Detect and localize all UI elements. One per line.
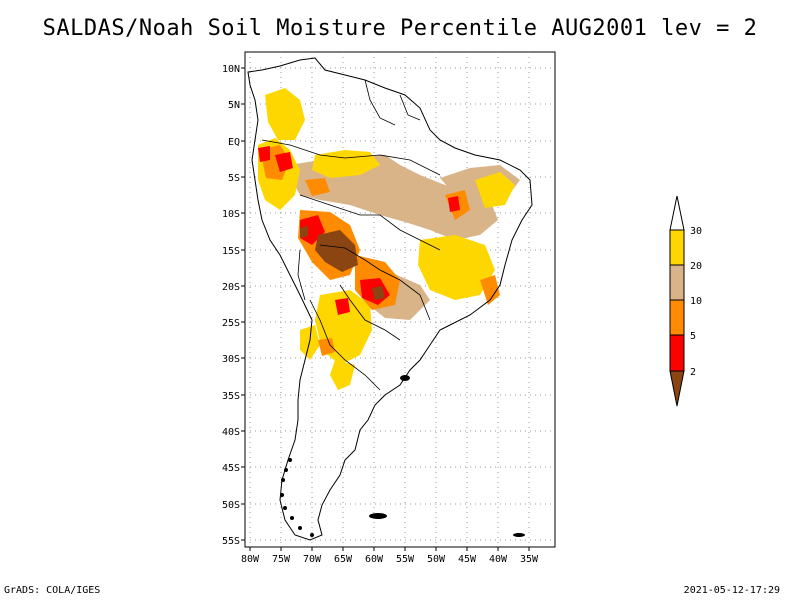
footer-timestamp: 2021-05-12-17:29 — [683, 585, 780, 596]
longitude-labels: 80W 75W 70W 65W 60W 55W 50W 45W 40W 35W — [241, 554, 539, 565]
legend-label: 5 — [690, 331, 696, 342]
lat-label: 5S — [228, 173, 240, 184]
legend-label: 30 — [690, 226, 702, 237]
lon-label: 60W — [365, 554, 384, 565]
continent-outline — [247, 57, 533, 541]
lon-label: 50W — [427, 554, 446, 565]
lat-label: 10N — [222, 64, 240, 75]
lat-label: 30S — [222, 354, 240, 365]
lat-label: EQ — [228, 137, 240, 148]
legend-5-10 — [669, 299, 685, 336]
lat-label: 5N — [228, 100, 240, 111]
lon-label: 65W — [334, 554, 353, 565]
lon-label: 75W — [272, 554, 291, 565]
lat-label: 10S — [222, 209, 240, 220]
lat-label: 50S — [222, 500, 240, 511]
lon-ticks — [249, 547, 530, 551]
legend-below-2 — [669, 370, 685, 407]
legend-2-5 — [669, 334, 685, 372]
legend-20-30 — [669, 229, 685, 266]
lon-label: 40W — [489, 554, 508, 565]
lat-label: 55S — [222, 536, 240, 547]
legend-label: 10 — [690, 296, 702, 307]
lat-label: 35S — [222, 391, 240, 402]
latitude-labels: 10N 5N EQ 5S 10S 15S 20S 25S 30S 35S 40S… — [222, 64, 240, 547]
lat-ticks — [241, 67, 245, 541]
legend-10-20 — [669, 264, 685, 301]
lat-label: 15S — [222, 246, 240, 257]
legend-label: 2 — [690, 367, 696, 378]
lon-label: 55W — [396, 554, 415, 565]
lon-label: 45W — [458, 554, 477, 565]
legend-above-30 — [669, 195, 685, 231]
lat-label: 40S — [222, 427, 240, 438]
lon-label: 35W — [520, 554, 539, 565]
country-borders — [261, 79, 441, 391]
lon-label: 80W — [241, 554, 260, 565]
color-bar-legend: 30 20 10 5 2 — [669, 195, 702, 407]
footer-credit: GrADS: COLA/IGES — [4, 585, 101, 596]
shaded-regions — [258, 88, 520, 390]
lat-label: 20S — [222, 282, 240, 293]
lon-label: 70W — [303, 554, 322, 565]
lat-label: 25S — [222, 318, 240, 329]
islands — [369, 375, 525, 537]
lat-label: 45S — [222, 463, 240, 474]
map-title: SALDAS/Noah Soil Moisture Percentile AUG… — [42, 16, 758, 41]
legend-label: 20 — [690, 261, 702, 272]
southern-coast-islands — [280, 458, 314, 537]
